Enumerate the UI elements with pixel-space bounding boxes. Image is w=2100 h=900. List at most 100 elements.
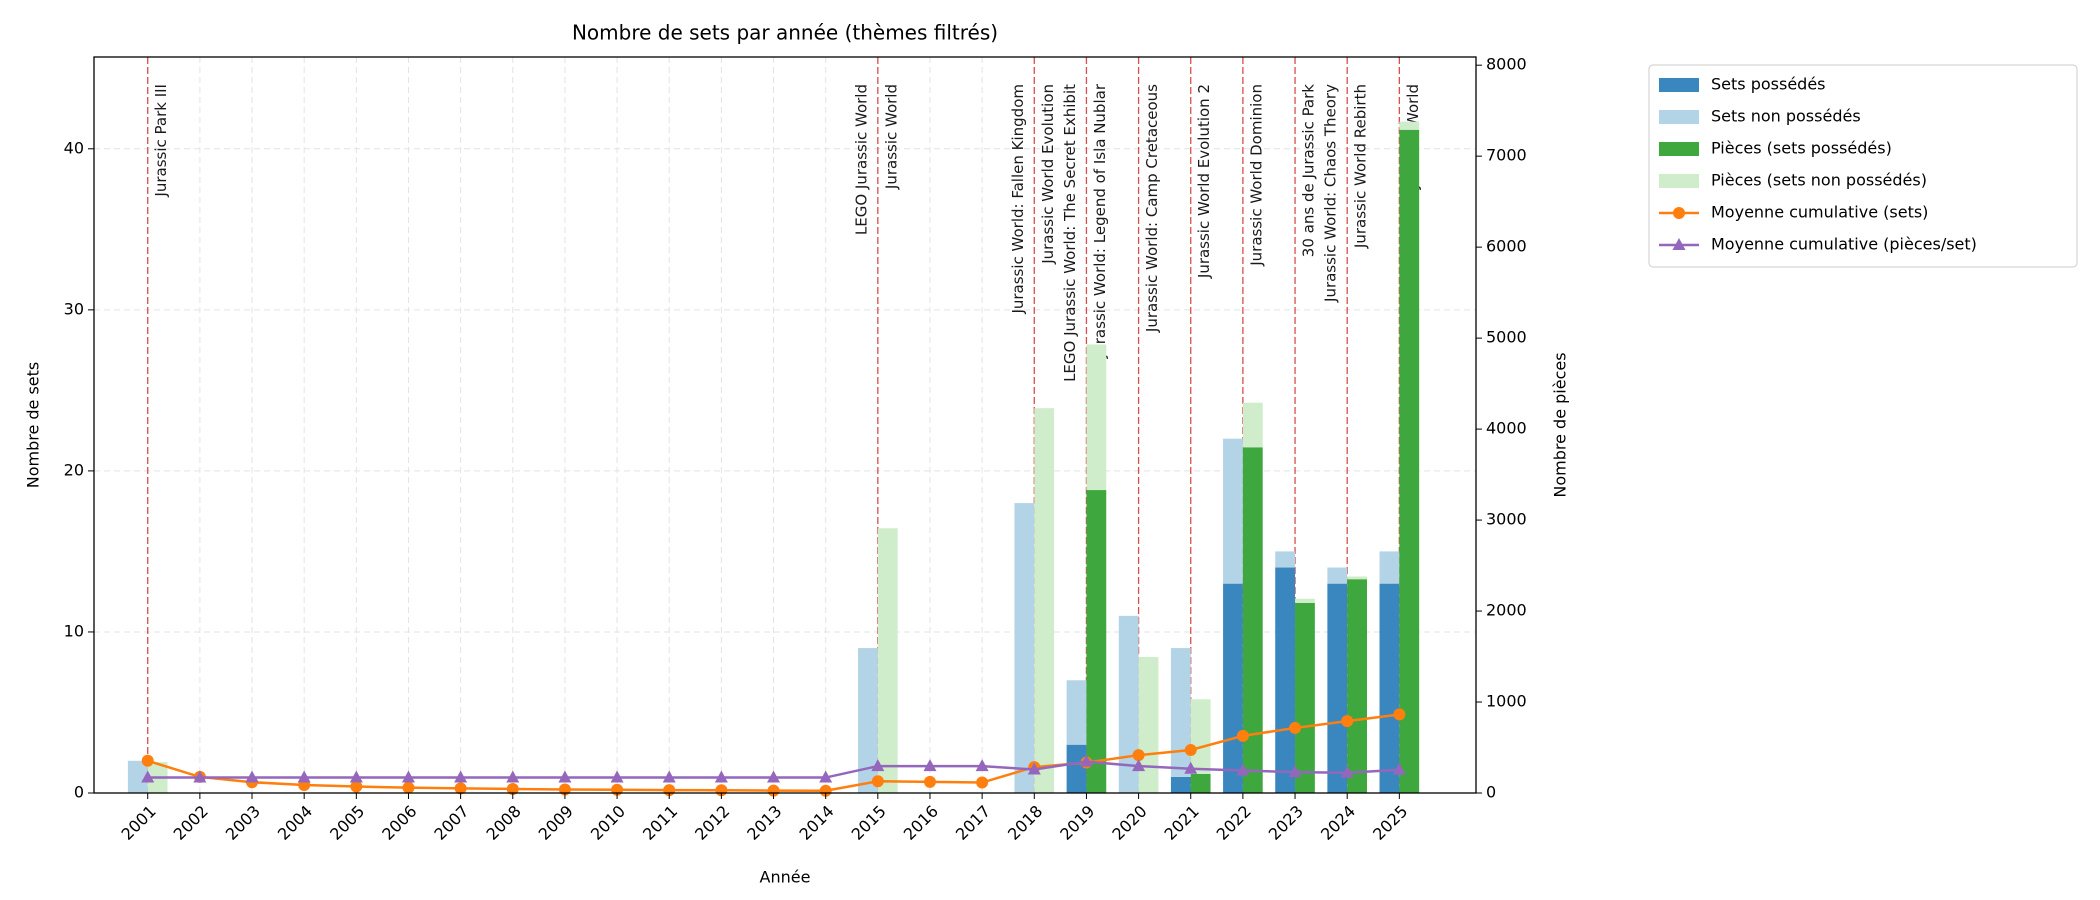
y2-tick-label: 7000 [1486,146,1527,165]
marker [1393,708,1406,721]
marker [506,782,519,795]
marker [1341,715,1354,728]
marker [401,770,415,783]
marker [193,770,207,783]
bar [1170,648,1191,777]
y2-tick-label: 8000 [1486,55,1527,74]
y2-tick-label: 4000 [1486,419,1527,438]
marker [819,784,832,797]
marker [454,770,468,783]
marker [245,770,259,783]
marker [1288,765,1302,778]
legend-swatch [1659,110,1699,124]
bar [1170,776,1191,793]
bar [1086,490,1107,793]
x-tick-label: 2004 [274,802,316,844]
bar [1066,680,1087,745]
x-tick-label: 2017 [952,802,994,844]
annotation-label: LEGO Jurassic World: Legend of Isla Nubl… [1091,83,1109,404]
marker [923,775,936,788]
marker [454,782,467,795]
marker [349,770,363,783]
marker [1079,754,1093,767]
marker [350,780,363,793]
x-tick-label: 2019 [1056,802,1098,844]
marker [1673,207,1685,219]
plot-frame [93,56,1477,794]
marker [819,770,833,783]
y-tick-label: 10 [64,621,84,640]
x-tick-label: 2015 [848,802,890,844]
x-tick-label: 2021 [1161,802,1203,844]
bar [127,760,148,793]
marker [402,781,415,794]
bar [1118,615,1139,793]
marker [871,759,885,772]
marker [1236,729,1249,742]
annotation-label: Jurassic World Evolution 2 [1195,84,1213,279]
y2-tick-label: 6000 [1486,237,1527,256]
marker [662,770,676,783]
marker [1672,238,1686,250]
annotation-label: LEGO Jurassic World [852,84,870,235]
x-tick-label: 2001 [117,802,159,844]
marker [141,754,154,767]
bar [1086,344,1107,491]
x-tick-label: 2012 [691,802,733,844]
bar [1223,583,1243,793]
legend-swatch [1659,78,1699,92]
bar [1379,551,1400,584]
annotation-label: Jurassic World: Camp Cretaceous [1143,84,1161,333]
marker [506,770,520,783]
x-tick-label: 2005 [326,802,368,844]
y2-tick-label: 5000 [1486,328,1527,347]
marker [871,775,884,788]
bar [1223,438,1243,584]
y-tick-label: 40 [64,138,84,157]
bar [1242,402,1263,448]
annotation-label: Jurassic World: Fallen Kingdom [1009,84,1027,315]
y2-tick-label: 1000 [1486,692,1527,711]
bar [1190,773,1211,793]
bar [1327,567,1348,584]
legend-swatch [1659,142,1699,156]
marker [923,759,937,772]
x-tick-label: 2011 [639,802,681,844]
x-tick-label: 2006 [378,802,420,844]
x-tick-label: 2002 [170,802,212,844]
annotation-label: LEGO Jurassic World: The Secret Exhibit [1061,84,1079,382]
x-tick-label: 2024 [1317,802,1359,844]
bar [1034,408,1055,793]
bar [1190,699,1211,774]
marker [1132,749,1145,762]
marker [1184,761,1198,774]
bar [1347,576,1368,580]
y-axis-label: Nombre de sets [24,362,43,489]
x-tick-label: 2007 [430,802,472,844]
x-tick-label: 2010 [587,802,629,844]
marker [141,770,155,783]
y2-tick-label: 3000 [1486,510,1527,529]
annotation-label: Jurassic Park III [152,84,170,198]
bar [1242,447,1263,793]
x-tick-label: 2023 [1265,802,1307,844]
marker [1184,743,1197,756]
annotation-label: Jurassic World [882,84,900,190]
legend-label: Pièces (sets possédés) [1711,139,1892,158]
legend-swatch [1659,174,1699,188]
legend-label: Moyenne cumulative (sets) [1711,203,1928,222]
x-tick-label: 2025 [1369,802,1411,844]
bar [1379,583,1400,793]
marker [558,770,572,783]
marker [714,770,728,783]
legend-label: Moyenne cumulative (pièces/set) [1711,235,1977,254]
marker [976,776,989,789]
x-tick-label: 2009 [535,802,577,844]
legend-label: Sets non possédés [1711,107,1861,126]
x-axis-label: Année [760,868,811,887]
marker [610,770,624,783]
bar [1399,121,1420,130]
bar [1295,598,1315,603]
legend-label: Sets possédés [1711,75,1826,94]
